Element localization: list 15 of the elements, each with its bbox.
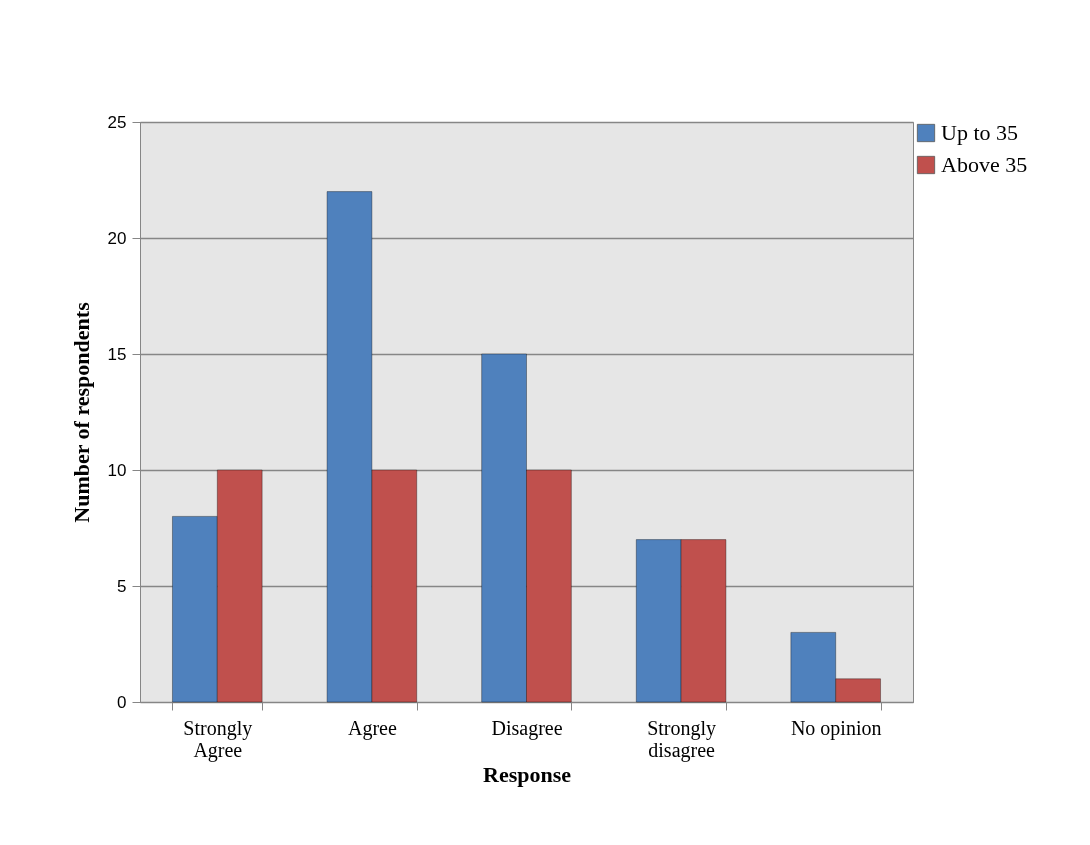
y-tick-label: 25 [107,112,127,132]
y-axis-title: Number of respondents [68,301,94,523]
y-tick-label: 10 [107,460,127,480]
y-tick-label: 5 [117,576,127,596]
x-tick-label: Strongly Agree [183,716,253,762]
x-axis-title: Response [482,761,572,787]
legend-label: Up to 35 [941,120,1018,145]
x-tick-label: Disagree [491,716,563,740]
y-tick-label: 20 [107,228,127,248]
x-tick-label: Agree [347,716,397,740]
y-tick-label: 15 [107,344,127,364]
x-tick-label: No opinion [790,716,882,740]
x-tick-label: Strongly disagree [647,716,717,762]
legend-label: Above 35 [941,152,1028,177]
y-tick-label: 0 [117,692,127,712]
